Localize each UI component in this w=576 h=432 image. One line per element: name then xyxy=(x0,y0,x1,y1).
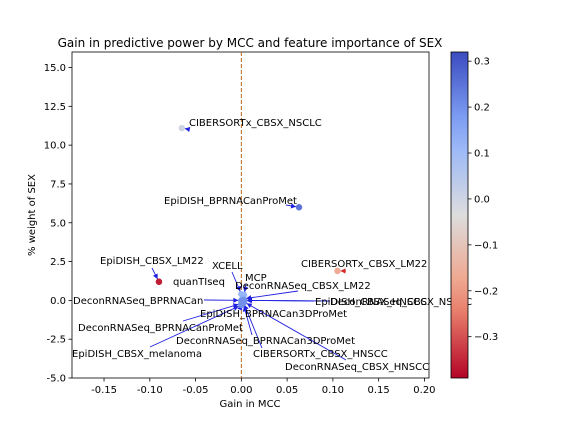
annotation-arrow xyxy=(246,303,347,361)
annotation-labels: CIBERSORTx_CBSX_NSCLC EpiDISH_BPRNACanPro… xyxy=(72,118,472,373)
arrow-head xyxy=(184,126,191,133)
arrow-head xyxy=(233,297,239,303)
data-point xyxy=(334,267,341,275)
point-label: quanTIseq xyxy=(173,277,225,288)
point-label: EpiDISH_CBSX_LM22 xyxy=(100,256,204,267)
annotation-arrow xyxy=(247,299,331,302)
y-tick-label: 15.0 xyxy=(44,63,66,74)
colorbar-ticks: 0.3 0.2 0.1 0.0 −0.1 −0.2 −0.3 xyxy=(468,57,498,343)
point-label: XCELL xyxy=(212,261,243,272)
point-label: DeconRNASeq_CBSX_LM22 xyxy=(235,281,371,292)
colorbar-tick-label: 0.3 xyxy=(474,57,490,68)
arrow-head xyxy=(235,285,241,292)
point-label: EpiDISH_CBSX_melanoma xyxy=(72,349,202,360)
colorbar-tick-label: −0.3 xyxy=(474,332,498,343)
data-point xyxy=(155,278,163,285)
y-axis-ticks: -5.0 -2.5 0.0 2.5 5.0 7.5 10.0 12.5 15.0 xyxy=(44,63,72,385)
point-label: CIBERSORTx_CBSX_NSCLC xyxy=(189,118,322,129)
x-tick-label: 0.00 xyxy=(230,385,252,396)
arrow-head xyxy=(232,306,239,311)
point-label: DeconRNASeq_BPRNACan xyxy=(73,296,203,307)
point-label: DeconRNASeq_BPRNACan3DProMet xyxy=(176,336,355,347)
y-tick-label: 0.0 xyxy=(50,296,66,307)
point-label: DeconRNASeq_BPRNACanProMet xyxy=(78,323,243,334)
point-label: EpiDISH_BPRNACanProMet xyxy=(164,196,297,207)
x-tick-label: -0.15 xyxy=(91,385,117,396)
x-tick-label: -0.05 xyxy=(183,385,209,396)
arrow-head xyxy=(247,297,253,304)
y-tick-label: -2.5 xyxy=(46,335,66,346)
x-tick-label: 0.05 xyxy=(276,385,298,396)
plot-area xyxy=(71,51,430,379)
y-tick-label: 5.0 xyxy=(50,218,66,229)
data-point xyxy=(295,204,303,211)
point-label: DeconRNASeq_CBSX_NSCLC xyxy=(330,297,472,308)
colorbar xyxy=(450,51,469,379)
point-label: CIBERSORTx_CBSX_LM22 xyxy=(301,259,427,270)
colorbar-tick-label: −0.2 xyxy=(474,286,498,297)
colorbar-tick-label: 0.1 xyxy=(474,149,490,160)
point-label: MCP xyxy=(245,273,267,284)
arrow-head xyxy=(290,203,297,209)
data-point xyxy=(240,298,248,306)
chart-title: Gain in predictive power by MCC and feat… xyxy=(58,36,443,50)
y-tick-label: -5.0 xyxy=(46,374,66,385)
colorbar-tick-label: −0.1 xyxy=(474,240,498,251)
y-axis-label: % weight of SEX xyxy=(27,174,38,256)
annotation-arrow xyxy=(182,303,239,322)
annotation-arrows xyxy=(149,126,347,361)
x-axis-label: Gain in MCC xyxy=(219,399,280,410)
y-tick-label: 12.5 xyxy=(44,102,66,113)
y-tick-label: 2.5 xyxy=(50,257,66,268)
colorbar-tick-label: 0.2 xyxy=(474,103,490,114)
point-label: EpiDISH_CBSX_HNSCC xyxy=(315,297,427,308)
annotation-arrow xyxy=(246,290,299,299)
arrow-head xyxy=(340,268,346,274)
arrow-head xyxy=(246,303,253,309)
x-tick-label: 0.10 xyxy=(322,385,344,396)
scatter-points xyxy=(155,124,341,309)
point-label: EpiDISH_BPRNACan3DProMet xyxy=(200,309,347,320)
arrow-head xyxy=(242,286,249,292)
annotation-arrow xyxy=(243,304,263,349)
point-label: DeconRNASeq_CBSX_HNSCC xyxy=(285,362,429,373)
annotation-arrow xyxy=(149,305,239,348)
y-tick-label: 7.5 xyxy=(50,179,66,190)
x-tick-label: 0.20 xyxy=(413,385,435,396)
data-point xyxy=(178,124,186,132)
colorbar-tick-label: 0.0 xyxy=(474,194,490,205)
point-label: CIBERSORTx_CBSX_HNSCC xyxy=(253,349,388,360)
x-tick-label: -0.10 xyxy=(137,385,163,396)
x-axis-ticks: -0.15 -0.10 -0.05 0.00 0.05 0.10 0.15 0.20 xyxy=(91,378,436,396)
x-tick-label: 0.15 xyxy=(368,385,390,396)
y-tick-label: 10.0 xyxy=(44,141,66,152)
arrow-head xyxy=(153,273,158,280)
